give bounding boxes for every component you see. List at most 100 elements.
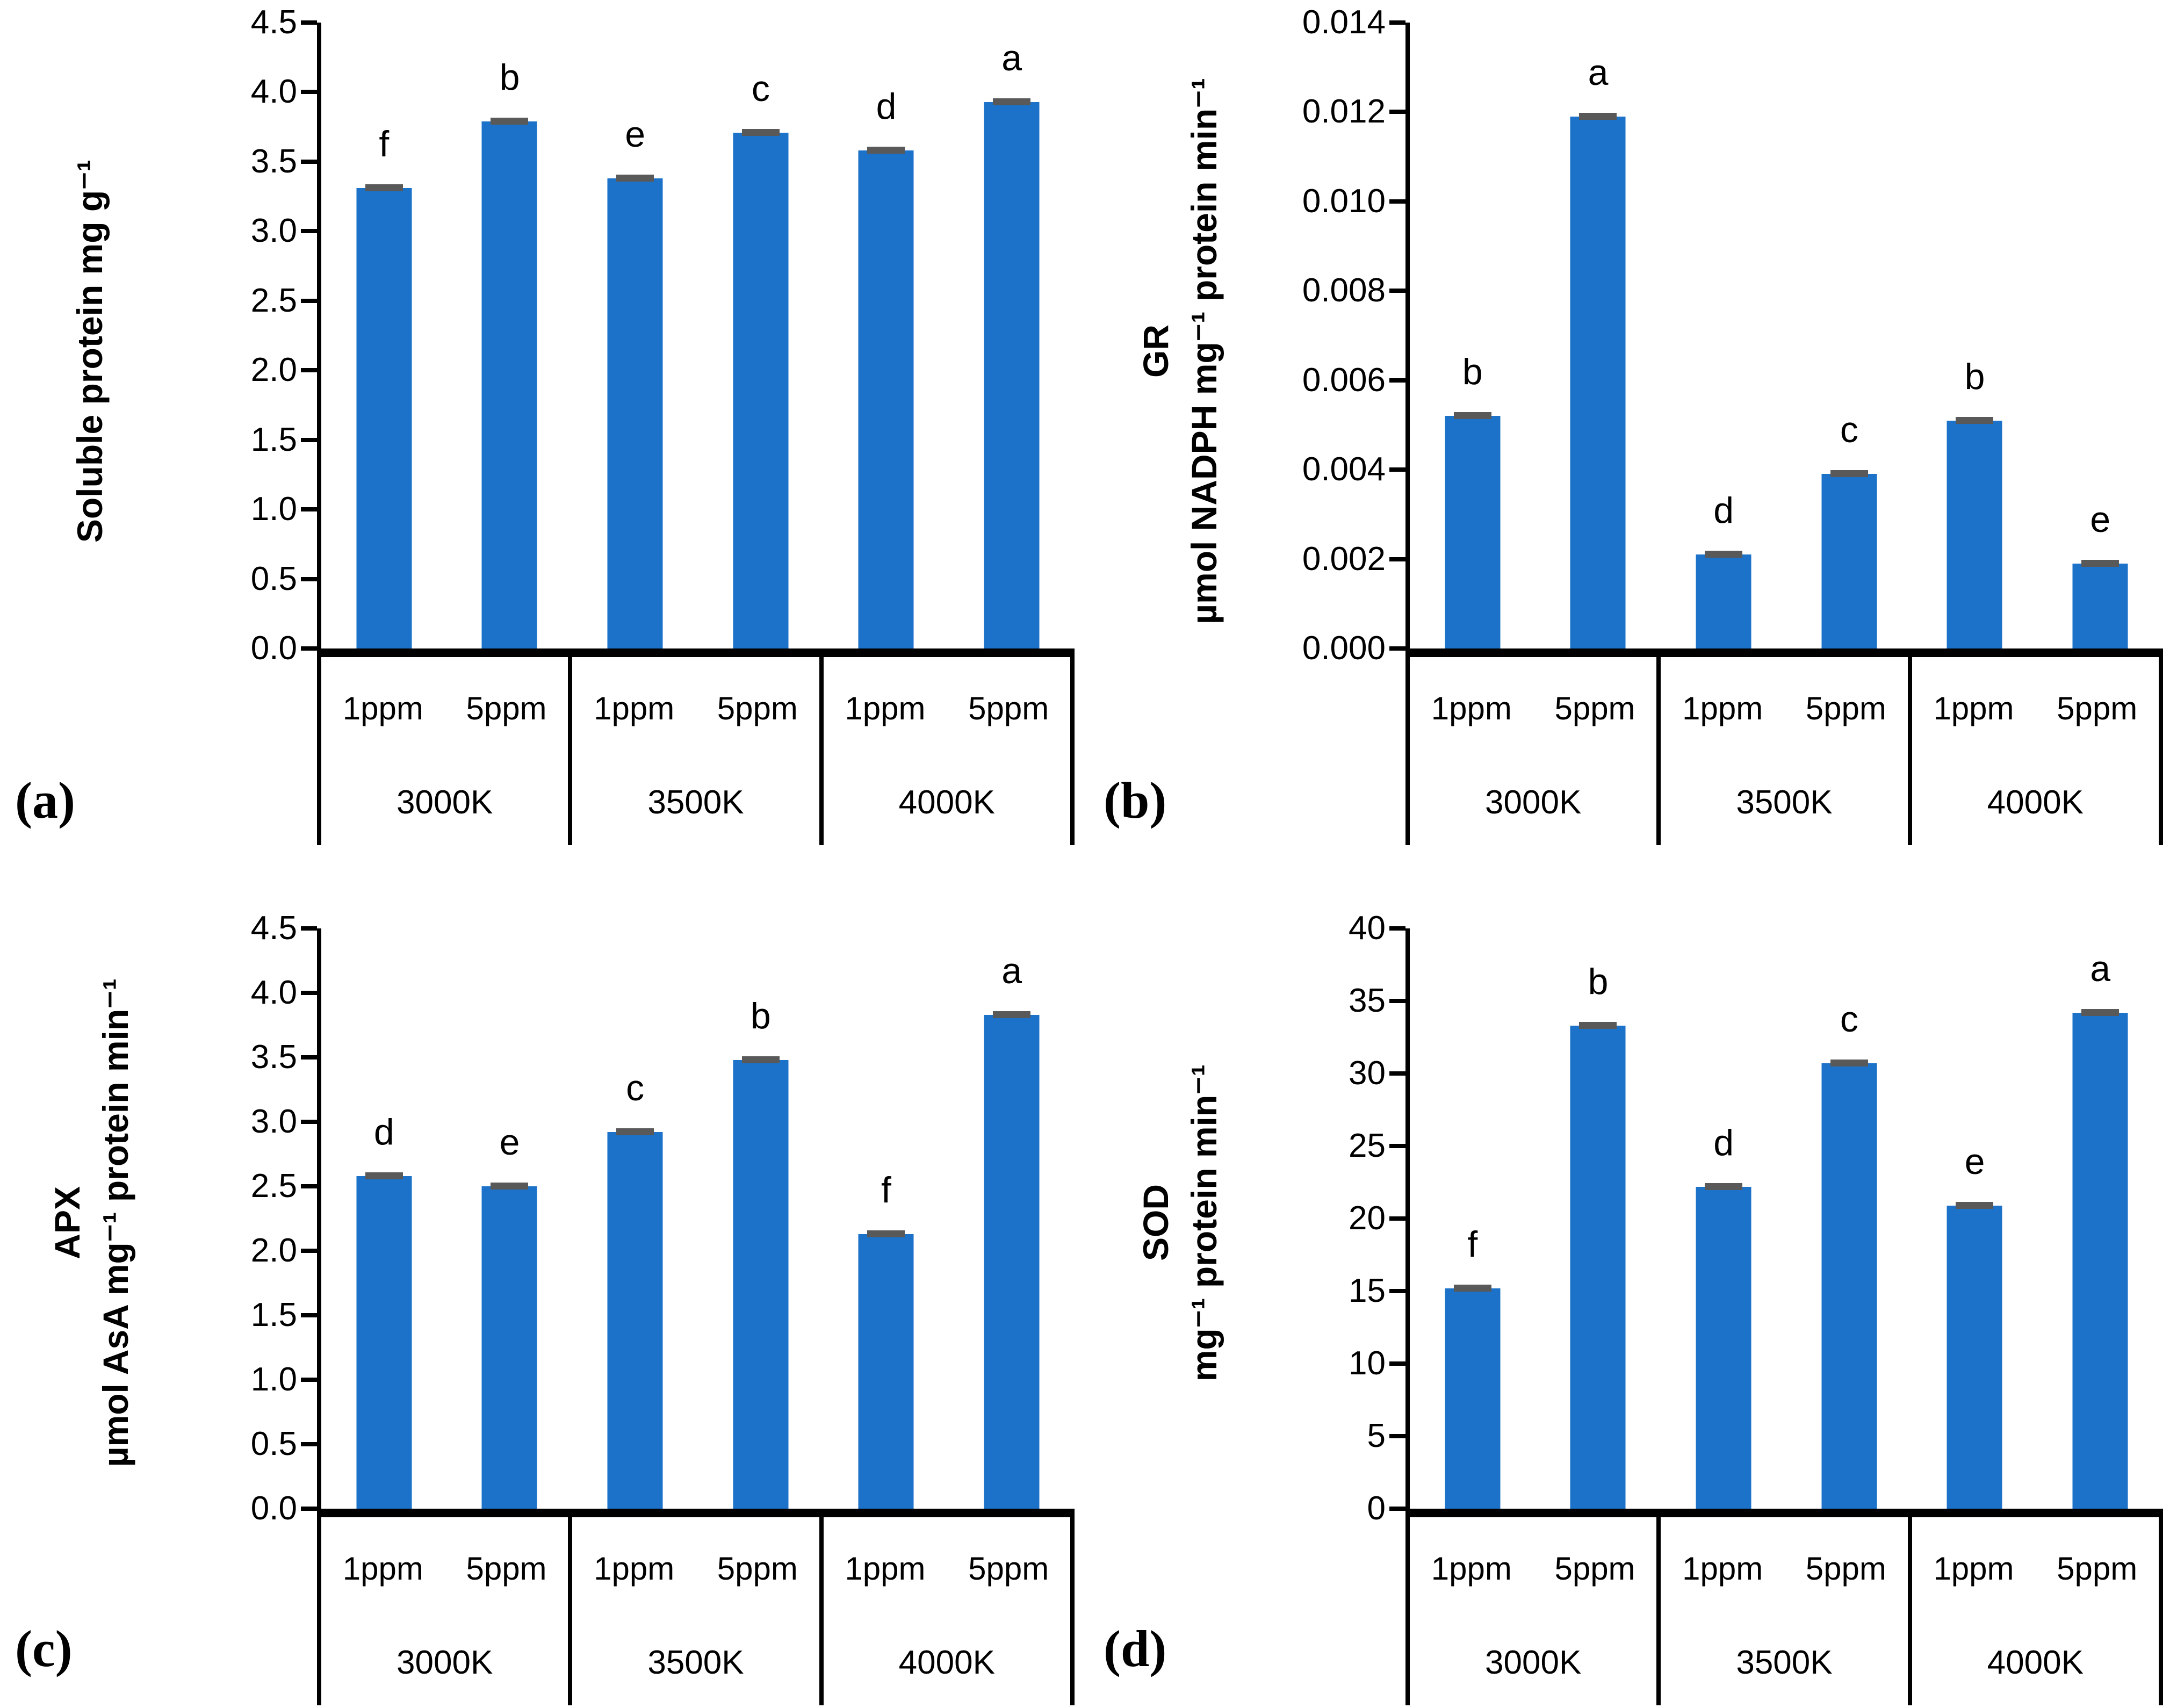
group-cell: 1ppm 5ppm 4000K <box>824 1517 1075 1705</box>
y-tick-mark <box>301 20 317 25</box>
y-tick-label: 1.5 <box>250 1296 297 1334</box>
y-tick-mark <box>301 507 317 512</box>
y-tick-label: 0.008 <box>1302 272 1386 309</box>
treatment-label-row: 1ppm 5ppm <box>572 1517 819 1619</box>
error-bar-cap <box>867 1230 905 1237</box>
bar <box>1570 1025 1626 1509</box>
error-bar-cap <box>993 98 1031 105</box>
y-tick-mark <box>301 576 317 581</box>
group-cell: 1ppm 5ppm 3500K <box>572 1517 824 1705</box>
y-axis-title-line: SOD <box>1136 1184 1176 1262</box>
y-axis-title: GR µmol NADPH mg⁻¹ protein min⁻¹ <box>1088 23 1271 680</box>
group-label: 3500K <box>1736 1644 1833 1681</box>
y-tick-mark <box>301 926 317 931</box>
error-bar-cap <box>2081 559 2120 567</box>
bar <box>2072 1012 2128 1509</box>
treatment-label-row: 1ppm 5ppm <box>321 657 568 759</box>
bar <box>1947 420 2002 648</box>
y-tick-label: 2.0 <box>250 1232 297 1270</box>
group-label: 3000K <box>1485 1644 1582 1681</box>
y-tick-mark <box>301 90 317 95</box>
y-tick-mark <box>301 1120 317 1125</box>
treatment-label-row: 1ppm 5ppm <box>1410 657 1656 759</box>
bar-slot: d <box>321 928 447 1509</box>
error-bar-cap <box>1830 470 1868 478</box>
y-tick-label: 4.0 <box>250 73 297 111</box>
bar <box>1445 416 1501 648</box>
y-tick-label: 0.0 <box>250 1490 297 1527</box>
error-bar-cap <box>741 1056 780 1063</box>
group-cell: 1ppm 5ppm 4000K <box>1912 1517 2163 1705</box>
y-tick-mark <box>1389 289 1405 293</box>
x-label: 5ppm <box>1554 1550 1635 1587</box>
panel-b: GR µmol NADPH mg⁻¹ protein min⁻¹ 0.000 0.… <box>1088 0 2177 860</box>
chart-column: 0 5 10 15 20 25 30 35 40 f b d c e a 1ppm 5ppm 3000K 1ppm… <box>1349 912 2163 1705</box>
plot-area-c: 0.0 0.5 1.0 1.5 2.0 2.5 3.0 3.5 4.0 4.5 d e c b f a <box>251 912 1075 1525</box>
sig-letter: e <box>499 1122 520 1163</box>
group-cell: 1ppm 5ppm 3500K <box>1661 1517 1912 1705</box>
error-bar-cap <box>616 1128 654 1136</box>
y-tick-mark <box>1389 1216 1405 1221</box>
x-label: 1ppm <box>1933 690 2014 726</box>
x-label: 1ppm <box>1431 690 1512 726</box>
group-label: 3000K <box>397 783 493 821</box>
x-label: 1ppm <box>342 690 423 726</box>
bar-slot: d <box>1661 928 1786 1509</box>
y-tick-label: 3.5 <box>250 142 297 180</box>
bar-slot: f <box>824 928 949 1509</box>
y-tick-mark <box>1389 926 1405 931</box>
error-bar-cap <box>1830 1060 1868 1067</box>
error-bar-cap <box>741 128 780 136</box>
panel-letter-b: (b) <box>1104 772 1167 829</box>
y-tick-label: 3.0 <box>250 1103 297 1141</box>
y-axis-title: APX µmol AsA mg⁻¹ protein min⁻¹ <box>0 928 183 1517</box>
error-bar-cap <box>491 1183 529 1190</box>
panel-letter-a: (a) <box>15 772 75 829</box>
plot-area-d: 0 5 10 15 20 25 30 35 40 f b d c e a <box>1349 912 2163 1525</box>
sig-letter: f <box>1467 1223 1478 1265</box>
panel-a: Soluble protein mg g⁻¹ 0.0 0.5 1.0 1.5 2.0 2.… <box>0 0 1088 860</box>
panel-d: SOD mg⁻¹ protein min⁻¹ 0 5 10 15 20 25 30 35 40 f… <box>1088 860 2177 1708</box>
group-label: 3000K <box>397 1644 493 1681</box>
y-axis-title-line: mg⁻¹ protein min⁻¹ <box>1184 1064 1224 1382</box>
treatment-label-row: 1ppm 5ppm <box>1912 1517 2159 1619</box>
sig-letter: d <box>373 1111 394 1152</box>
sig-letter: a <box>1001 37 1022 78</box>
group-label: 3500K <box>647 783 744 821</box>
treatment-label-row: 1ppm 5ppm <box>1661 657 1907 759</box>
bar-slot: f <box>1410 928 1536 1509</box>
y-tick-label: 5 <box>1367 1417 1386 1454</box>
x-axis-group-table: 1ppm 5ppm 3000K 1ppm 5ppm 3500K 1ppm 5ppm 4000K <box>1405 1517 2163 1705</box>
x-axis-group-table: 1ppm 5ppm 3000K 1ppm 5ppm 3500K 1ppm 5ppm 4000K <box>317 657 1075 845</box>
sig-letter: d <box>876 86 897 127</box>
sig-letter: b <box>1964 356 1985 397</box>
y-tick-label: 0.014 <box>1302 4 1386 41</box>
y-tick-mark <box>301 1442 317 1447</box>
group-cell: 1ppm 5ppm 4000K <box>1912 657 2163 845</box>
sig-letter: c <box>626 1068 645 1109</box>
x-label: 1ppm <box>594 1550 675 1587</box>
bar-slot: c <box>1786 928 1912 1509</box>
bar-slot: e <box>572 23 698 648</box>
y-axis-title-line: Soluble protein mg g⁻¹ <box>70 159 110 543</box>
x-label: 5ppm <box>968 690 1049 726</box>
bar-slot: c <box>1786 23 1912 648</box>
bar-slot: a <box>949 928 1075 1509</box>
error-bar-cap <box>1956 416 1994 424</box>
y-tick-mark <box>1389 110 1405 114</box>
bar-slot: e <box>447 928 573 1509</box>
x-label: 1ppm <box>1682 1550 1763 1587</box>
y-tick-label: 0.000 <box>1302 630 1386 667</box>
y-tick-mark <box>301 1055 317 1060</box>
bar <box>1821 1063 1877 1509</box>
treatment-label-row: 1ppm 5ppm <box>824 1517 1070 1619</box>
y-tick-mark <box>1389 1434 1405 1438</box>
error-bar-cap <box>993 1011 1031 1018</box>
y-tick-mark <box>301 1507 317 1511</box>
group-cell: 1ppm 5ppm 3500K <box>572 657 824 845</box>
bar-slot: c <box>698 23 824 648</box>
bar <box>733 132 789 648</box>
bar-slot: b <box>1912 23 2038 648</box>
panel-c: APX µmol AsA mg⁻¹ protein min⁻¹ 0.0 0.5 1.… <box>0 860 1088 1708</box>
error-bar-cap <box>1705 1183 1743 1190</box>
